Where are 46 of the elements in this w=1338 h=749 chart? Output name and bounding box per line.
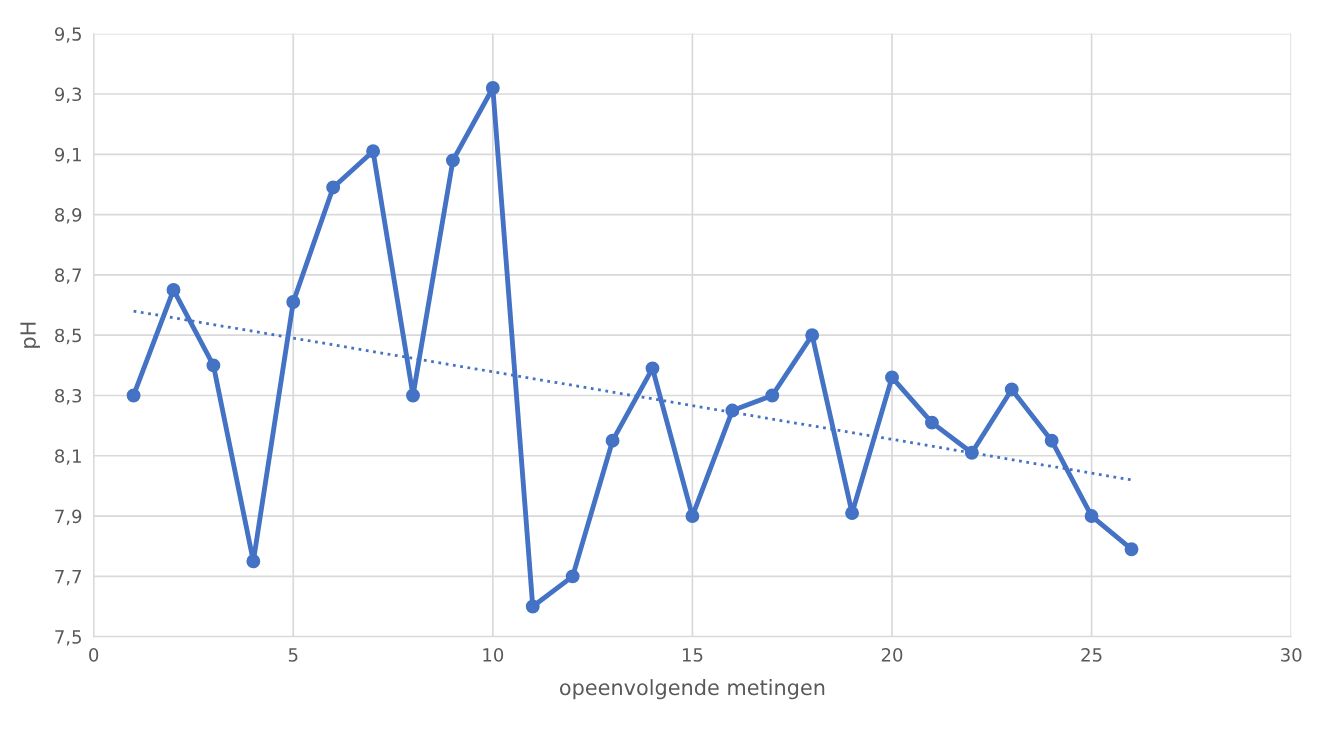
- y-tick-label: 9,1: [54, 147, 81, 164]
- point: [406, 388, 420, 403]
- y-tick-label: 9,5: [54, 27, 81, 43]
- point: [1004, 382, 1019, 397]
- point: [445, 153, 460, 168]
- point: [246, 554, 261, 569]
- x-tick-label: 20: [881, 648, 903, 662]
- x-tick-label: 30: [1281, 648, 1302, 662]
- y-tick-label: 8,3: [55, 388, 82, 405]
- point: [924, 415, 939, 430]
- x-tick-label: 15: [682, 648, 703, 662]
- y-tick-label: 9,3: [54, 87, 82, 103]
- point: [645, 361, 660, 376]
- point: [166, 283, 181, 297]
- y-tick-label: 8,9: [55, 208, 82, 224]
- y-tick-label: 8,7: [55, 268, 82, 284]
- point: [286, 295, 301, 309]
- y-tick-label: 7,9: [55, 509, 82, 526]
- point: [605, 433, 620, 448]
- point: [206, 358, 221, 373]
- point: [765, 388, 780, 403]
- point: [685, 509, 700, 524]
- point: [326, 180, 341, 195]
- point: [885, 370, 899, 385]
- point: [565, 569, 580, 584]
- point: [725, 403, 740, 418]
- point: [1124, 542, 1139, 557]
- point: [1084, 509, 1099, 524]
- point: [525, 599, 540, 614]
- x-tick-label: 0: [89, 648, 99, 662]
- x-axis-title: opeenvolgende metingen: [560, 679, 825, 700]
- y-tick-label: 7,5: [55, 630, 81, 646]
- x-tick-label: 5: [288, 648, 298, 662]
- point: [1044, 433, 1059, 448]
- x-tick-label: 25: [1081, 648, 1102, 662]
- y-tick-label: 8,1: [55, 449, 81, 465]
- point: [805, 328, 820, 343]
- y-tick-label: 8,5: [55, 328, 81, 345]
- point: [964, 445, 979, 460]
- y-axis-title: pH: [20, 322, 40, 348]
- x-tick-label: 10: [483, 648, 504, 662]
- point: [485, 81, 500, 95]
- y-tick-label: 7,7: [55, 570, 82, 586]
- point: [845, 506, 860, 520]
- point: [366, 144, 381, 159]
- point: [126, 388, 141, 403]
